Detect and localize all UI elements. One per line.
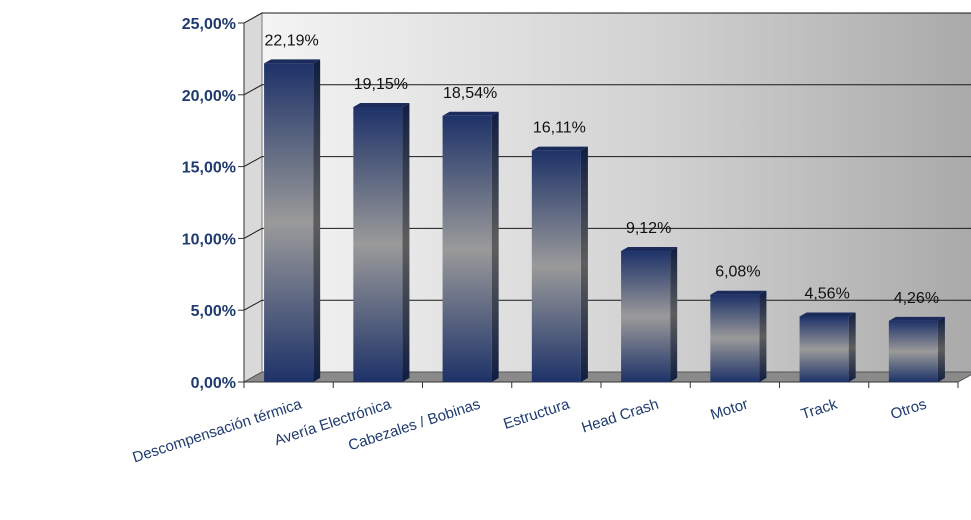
data-label: 19,15% (354, 76, 408, 93)
x-tick-label: Head Crash (579, 396, 660, 437)
bar (531, 146, 588, 382)
bars (264, 59, 945, 383)
bar-front (621, 251, 671, 382)
bar-side (848, 312, 856, 382)
bar (264, 59, 321, 383)
bar-side (491, 111, 499, 383)
gridline (243, 12, 971, 24)
bar-front (442, 115, 492, 383)
bar-side (313, 59, 321, 383)
bar-front (531, 150, 581, 382)
bar-top (621, 247, 678, 252)
x-tick-label: Otros (888, 396, 928, 424)
bar-top (353, 103, 410, 108)
bar-front (710, 294, 760, 382)
y-axis-tick-labels: 0,00% 5,00% 10,00% 15,00% 20,00% 25,00% (182, 16, 236, 392)
data-labels: 22,19% 19,15% 18,54% 16,11% 9,12% 6,08% 4,56% 4… (264, 32, 939, 306)
bar (353, 103, 410, 383)
data-label: 6,08% (715, 264, 760, 281)
y-tick-label: 25,00% (182, 16, 236, 33)
side-wall (243, 12, 263, 383)
y-tick-label: 0,00% (191, 375, 236, 392)
bar-top (888, 316, 945, 321)
y-tick-label: 10,00% (182, 231, 236, 248)
bar (710, 290, 767, 382)
bar-side (937, 316, 945, 382)
x-tick-label: Motor (708, 396, 750, 424)
data-label: 4,26% (894, 290, 939, 307)
bar-front (264, 63, 314, 383)
floor (242, 371, 971, 383)
y-tick-label: 20,00% (182, 88, 236, 105)
bar (799, 312, 856, 382)
bar-side (580, 146, 588, 382)
bar-top (442, 111, 499, 116)
bar-top (799, 312, 856, 317)
bar-top (710, 290, 767, 295)
bar-side (402, 103, 410, 383)
x-tick-label: Estructura (501, 395, 572, 432)
y-tick-label: 5,00% (191, 303, 236, 320)
gridline (243, 156, 971, 168)
y-tick-label: 15,00% (182, 160, 236, 177)
gridline (243, 84, 971, 96)
bar (621, 247, 678, 382)
gridline (243, 227, 971, 239)
x-tick-label: Track (799, 395, 840, 423)
bar (888, 316, 945, 382)
data-label: 18,54% (443, 85, 497, 102)
bar-front (353, 107, 403, 383)
bar-top (264, 59, 321, 64)
data-label: 4,56% (804, 286, 849, 303)
data-label: 9,12% (626, 220, 671, 237)
bar-front (888, 320, 938, 382)
data-label: 16,11% (533, 120, 586, 137)
bar-side (759, 290, 767, 382)
bar-top (531, 146, 588, 151)
bar-front (799, 316, 849, 382)
plot-background (242, 12, 971, 383)
bar-side (670, 247, 678, 382)
bar (442, 111, 499, 383)
data-label: 22,19% (264, 32, 318, 49)
